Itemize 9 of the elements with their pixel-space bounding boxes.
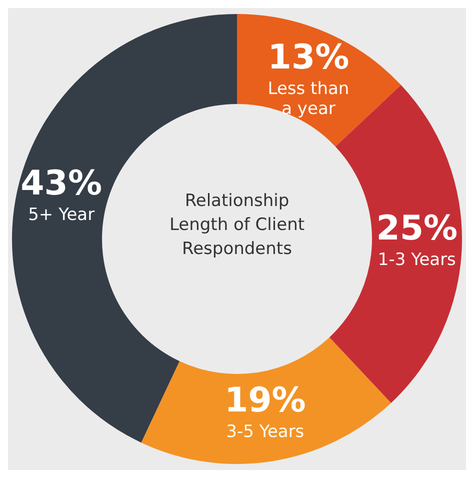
data-label: 25%	[376, 208, 458, 248]
data-label: 19%	[224, 380, 306, 421]
data-label: 13%	[268, 38, 350, 78]
slice-label: 3-5 Years	[226, 422, 304, 442]
slice-label: 5+ Year	[28, 205, 95, 226]
text: Relationship Length of Client Respondents	[168, 190, 306, 261]
slice-label: 1-3 Years	[378, 250, 456, 270]
data-label: 43%	[20, 164, 102, 204]
slice-label: Less than a year	[268, 79, 350, 120]
